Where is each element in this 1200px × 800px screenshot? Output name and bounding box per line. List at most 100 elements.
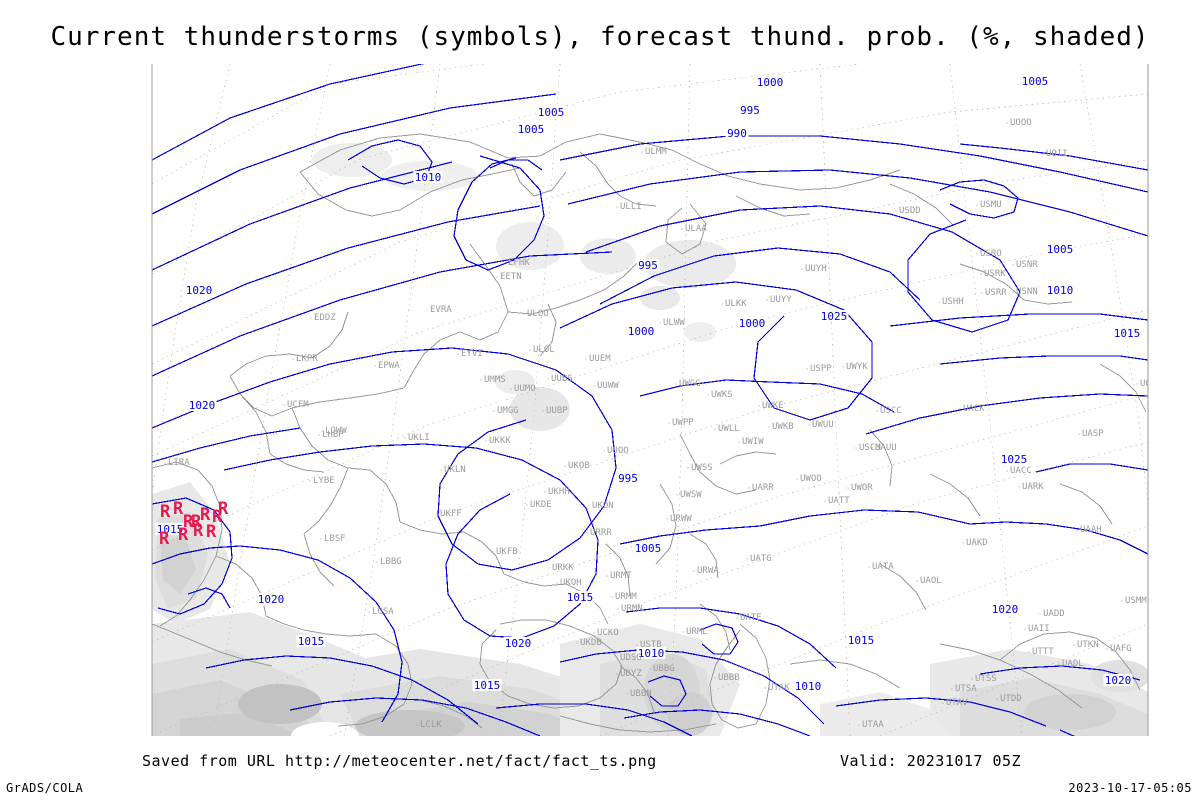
svg-text:UUOO: UUOO	[607, 446, 629, 456]
station-label: USPP	[806, 364, 832, 374]
station-label: UDSG	[616, 653, 642, 663]
station-label: LGSA	[368, 607, 394, 617]
svg-text:UBBB: UBBB	[718, 673, 740, 683]
station-label: UATT	[824, 496, 850, 506]
isobar-label: 1010	[636, 647, 666, 660]
isobar-layer	[152, 64, 1148, 736]
svg-text:UUBS: UUBS	[551, 374, 573, 384]
svg-text:UACC: UACC	[1010, 466, 1032, 476]
svg-text:ULLI: ULLI	[620, 202, 642, 212]
svg-text:EETN: EETN	[500, 272, 522, 282]
station-label: ULLI	[616, 202, 642, 212]
svg-text:USNR: USNR	[1016, 260, 1038, 270]
svg-text:EVRA: EVRA	[430, 305, 452, 315]
station-label: URML	[682, 627, 708, 637]
station-label: UKDB	[576, 638, 602, 648]
station-label: ULOO	[523, 309, 549, 319]
svg-text:UARR: UARR	[752, 483, 774, 493]
station-label: UARK	[1018, 482, 1044, 492]
svg-text:URMN: URMN	[621, 604, 643, 614]
svg-text:1015: 1015	[157, 523, 184, 536]
svg-text:USPP: USPP	[810, 364, 832, 374]
svg-text:UKLI: UKLI	[408, 433, 430, 443]
svg-text:LIRA: LIRA	[168, 458, 190, 468]
isobar-label: 1025	[819, 310, 849, 323]
svg-text:ULKK: ULKK	[725, 299, 747, 309]
isobar-label: 1020	[503, 637, 533, 650]
svg-text:1010: 1010	[638, 647, 665, 660]
station-label: USMU	[976, 200, 1002, 210]
station-label: USCC	[876, 406, 902, 416]
station-label: UGSB	[1136, 379, 1148, 389]
svg-text:1020: 1020	[186, 284, 213, 297]
station-label: EYVI	[457, 349, 483, 359]
isobar-label: 1015	[565, 591, 595, 604]
svg-text:995: 995	[618, 472, 638, 485]
svg-text:UBBG: UBBG	[653, 664, 675, 674]
svg-text:UTKN: UTKN	[1077, 640, 1099, 650]
station-label: UTDD	[996, 694, 1022, 704]
isobar-label: 995	[636, 259, 660, 272]
station-label: UBBB	[714, 673, 740, 683]
svg-text:1020: 1020	[258, 593, 285, 606]
station-label: UWUU	[808, 420, 834, 430]
svg-text:LYBE: LYBE	[313, 476, 335, 486]
svg-text:EYVI: EYVI	[461, 349, 483, 359]
map-canvas[interactable]: 1000 1005 1005 1005 995 990 1010 995 1005 1020 101…	[0, 64, 1200, 736]
svg-text:ULAA: ULAA	[685, 224, 707, 234]
thunderstorm-symbol: R	[212, 507, 223, 527]
svg-text:UUYY: UUYY	[770, 295, 792, 305]
svg-text:UKOB: UKOB	[568, 461, 590, 471]
svg-text:UTAA: UTAA	[862, 720, 884, 730]
station-label: UUOO	[603, 446, 629, 456]
svg-text:URRR: URRR	[590, 528, 612, 538]
station-label: UAAH	[1076, 525, 1102, 535]
svg-text:UWKS: UWKS	[711, 390, 733, 400]
svg-text:UUEM: UUEM	[589, 354, 611, 364]
station-label: URRR	[586, 528, 612, 538]
svg-text:UTSA: UTSA	[955, 684, 977, 694]
svg-text:UADD: UADD	[1043, 609, 1065, 619]
isobar-label: 1005	[633, 542, 663, 555]
svg-text:UTDD: UTDD	[1000, 694, 1022, 704]
svg-text:USMM: USMM	[1125, 596, 1147, 606]
station-label: UAII	[1024, 624, 1050, 634]
svg-text:UOII: UOII	[1046, 149, 1068, 159]
station-label: UAUU	[871, 443, 897, 453]
svg-text:LBBG: LBBG	[380, 557, 402, 567]
station-label: USRO	[976, 249, 1002, 259]
svg-text:ULOO: ULOO	[527, 309, 549, 319]
station-label: LOWW	[321, 426, 347, 436]
svg-text:UKDB: UKDB	[580, 638, 602, 648]
svg-text:UUMO: UUMO	[514, 384, 536, 394]
station-label: USCM	[855, 443, 881, 453]
svg-text:UCFM: UCFM	[287, 400, 309, 410]
station-label: UWOR	[847, 483, 873, 493]
station-label: UADD	[1039, 609, 1065, 619]
svg-text:EDDZ: EDDZ	[314, 313, 336, 323]
thunderstorm-symbol: R	[160, 502, 171, 522]
station-label: UWKS	[707, 390, 733, 400]
isobar-label: 1000	[755, 76, 785, 89]
isobar-label: 1000	[737, 317, 767, 330]
svg-text:LKPR: LKPR	[296, 354, 318, 364]
svg-text:1010: 1010	[415, 171, 442, 184]
page-title: Current thunderstorms (symbols), forecas…	[50, 22, 1150, 52]
svg-text:1015: 1015	[567, 591, 594, 604]
svg-text:LHBP: LHBP	[322, 430, 344, 440]
station-label: USRR	[981, 288, 1007, 298]
isobar-label: 1015	[296, 635, 326, 648]
svg-text:USNN: USNN	[1016, 287, 1038, 297]
isobar-label: 1020	[990, 603, 1020, 616]
station-label: UAKD	[962, 538, 988, 548]
isobar-label: 1005	[516, 123, 546, 136]
svg-text:1025: 1025	[821, 310, 848, 323]
svg-text:UDSG: UDSG	[620, 653, 642, 663]
svg-text:1025: 1025	[1001, 453, 1028, 466]
thunderstorm-symbol: R	[178, 525, 189, 545]
svg-text:UWIW: UWIW	[742, 437, 764, 447]
station-label: UAFG	[1106, 644, 1132, 654]
svg-text:UKLN: UKLN	[444, 465, 466, 475]
svg-text:UATG: UATG	[750, 554, 772, 564]
